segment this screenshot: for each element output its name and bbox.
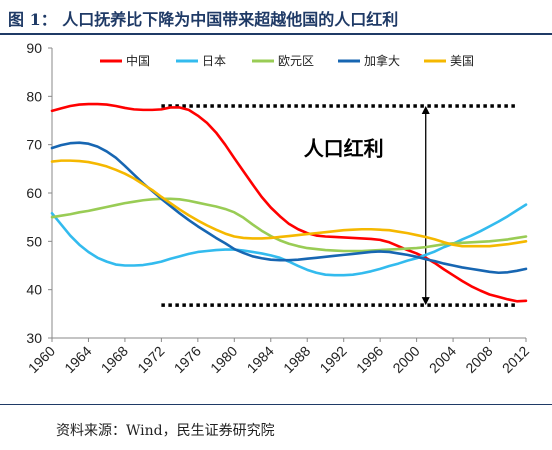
x-tick-label: 1988 bbox=[280, 343, 313, 376]
series-line-3 bbox=[50, 141, 528, 275]
y-tick-label: 30 bbox=[26, 330, 42, 346]
x-tick-label: 1972 bbox=[134, 343, 167, 376]
figure-title: 图 1： 人口抚养比下降为中国带来超越他国的人口红利 bbox=[8, 10, 399, 29]
x-tick-label: 1992 bbox=[316, 343, 349, 376]
x-tick-label: 1980 bbox=[207, 343, 240, 376]
y-tick-label: 60 bbox=[26, 185, 42, 201]
series-line-4 bbox=[50, 159, 528, 248]
footer-rule bbox=[0, 404, 552, 405]
x-tick-label: 1964 bbox=[61, 343, 94, 376]
chart-legend: 中国 日本 欧元区 加拿大 美国 bbox=[100, 53, 474, 68]
x-tick-label: 2004 bbox=[426, 343, 459, 376]
x-tick-label: 1984 bbox=[244, 343, 277, 376]
x-tick-label: 2012 bbox=[499, 343, 532, 376]
annotation-layer: 人口红利 bbox=[161, 104, 517, 307]
x-tick-label: 2008 bbox=[462, 343, 495, 376]
figure-source: 资料来源：Wind，民生证券研究院 bbox=[56, 423, 275, 439]
legend-label: 日本 bbox=[202, 54, 226, 68]
header-rule bbox=[0, 33, 552, 35]
annotation-arrow-head-down bbox=[421, 297, 430, 306]
x-tick-label: 1976 bbox=[171, 343, 204, 376]
annotation-demographic-dividend-label: 人口红利 bbox=[304, 136, 384, 160]
series-layer bbox=[50, 102, 528, 303]
y-tick-label: 50 bbox=[26, 233, 42, 249]
x-tick-label: 1960 bbox=[25, 343, 58, 376]
y-tick-label: 90 bbox=[26, 40, 42, 56]
y-tick-label: 70 bbox=[26, 137, 42, 153]
series-line-0 bbox=[50, 102, 528, 303]
legend-label: 中国 bbox=[126, 53, 150, 68]
y-tick-label: 40 bbox=[26, 282, 42, 298]
series-line-1 bbox=[50, 203, 528, 277]
legend-label: 加拿大 bbox=[364, 53, 400, 68]
legend-label: 美国 bbox=[450, 54, 474, 68]
legend-label: 欧元区 bbox=[278, 54, 314, 68]
x-tick-label: 1968 bbox=[98, 343, 131, 376]
annotation-arrow-head-up bbox=[421, 106, 430, 114]
x-tick-label: 2000 bbox=[389, 343, 422, 376]
figure-header: 图 1： 人口抚养比下降为中国带来超越他国的人口红利 bbox=[0, 0, 552, 34]
x-tick-label: 1996 bbox=[353, 343, 386, 376]
y-tick-label: 80 bbox=[26, 88, 42, 104]
